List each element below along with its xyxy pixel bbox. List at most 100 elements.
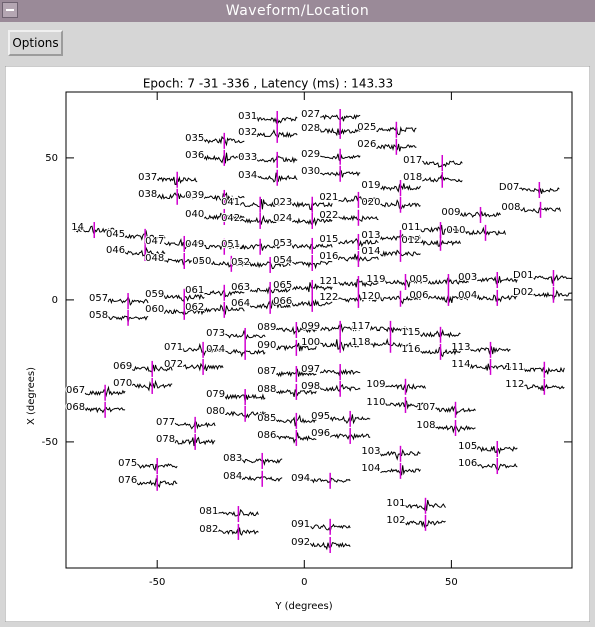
channel-label: 006 (409, 290, 428, 301)
channel-label: 060 (145, 304, 164, 315)
channel-label: 120 (361, 291, 380, 302)
channel-label: 101 (386, 498, 405, 509)
channel-label: 042 (221, 213, 240, 224)
channel-label: 108 (416, 420, 435, 431)
channel-label: 036 (185, 150, 204, 161)
channel-label: 107 (416, 402, 435, 413)
channel-label: 116 (401, 344, 420, 355)
x-tick-label: 0 (301, 577, 307, 588)
channel-label: 081 (199, 506, 218, 517)
channel-label: 119 (366, 274, 385, 285)
channel-label: 011 (401, 222, 420, 233)
channel-label: 076 (118, 475, 137, 486)
channel-label: 115 (401, 327, 420, 338)
channel-label: 041 (221, 197, 240, 208)
channel-label: D07 (499, 182, 519, 193)
channel-label: 090 (257, 340, 276, 351)
channel-label: 020 (361, 197, 380, 208)
channel-label: D02 (513, 287, 533, 298)
channel-label: 037 (138, 172, 157, 183)
channel-label: 031 (238, 111, 257, 122)
channel-label: 065 (273, 280, 292, 291)
x-tick-label: 50 (445, 577, 458, 588)
channel-label: 048 (145, 253, 164, 264)
channel-label: 057 (89, 293, 108, 304)
channel-label: 087 (257, 366, 276, 377)
channel-label: 102 (386, 515, 405, 526)
channel-label: 114 (451, 359, 470, 370)
channel-label: 083 (223, 453, 242, 464)
channel-label: 117 (351, 321, 370, 332)
channel-label: 077 (156, 417, 175, 428)
channel-label: 009 (441, 207, 460, 218)
channel-label: 017 (403, 155, 422, 166)
channel-label: 022 (319, 210, 338, 221)
channel-label: 088 (257, 384, 276, 395)
channel-label: 106 (458, 458, 477, 469)
channel-label: 040 (185, 209, 204, 220)
channel-label: 14 (71, 222, 84, 233)
channel-label: 012 (401, 235, 420, 246)
channel-label: 085 (257, 413, 276, 424)
channel-label: 014 (361, 246, 380, 257)
canvas-background (5, 66, 590, 622)
channel-label: 072 (164, 359, 183, 370)
channel-label: D01 (513, 270, 533, 281)
channel-label: 091 (291, 519, 310, 530)
channel-label: 004 (458, 290, 477, 301)
y-tick-label: 0 (52, 295, 58, 306)
window-menu-button[interactable] (2, 2, 18, 18)
channel-label: 099 (301, 321, 320, 332)
channel-label: 024 (273, 213, 292, 224)
channel-label: 070 (113, 378, 132, 389)
channel-label: 061 (185, 285, 204, 296)
channel-label: 098 (301, 381, 320, 392)
channel-label: 109 (366, 379, 385, 390)
channel-label: 068 (66, 402, 85, 413)
channel-label: 045 (106, 229, 125, 240)
channel-label: 118 (351, 337, 370, 348)
channel-label: 111 (505, 362, 524, 373)
channel-label: 059 (145, 289, 164, 300)
channel-label: 089 (257, 322, 276, 333)
channel-label: 112 (505, 379, 524, 390)
plot-frame (65, 91, 573, 569)
channel-label: 074 (206, 344, 225, 355)
channel-label: 016 (319, 251, 338, 262)
channel-label: 035 (185, 133, 204, 144)
channel-label: 003 (458, 272, 477, 283)
channel-label: 025 (357, 122, 376, 133)
channel-label: 069 (113, 361, 132, 372)
channel-label: 010 (446, 225, 465, 236)
channel-label: 018 (403, 172, 422, 183)
channel-label: 028 (301, 123, 320, 134)
y-tick-label: 50 (45, 153, 58, 164)
channel-label: 104 (361, 463, 380, 474)
chart-title: Epoch: 7 -31 -336 , Latency (ms) : 143.3… (143, 77, 393, 91)
channel-label: 033 (238, 152, 257, 163)
channel-label: 078 (156, 434, 175, 445)
channel-label: 021 (319, 192, 338, 203)
channel-label: 034 (238, 170, 257, 181)
channel-label: 096 (311, 428, 330, 439)
channel-label: 064 (231, 298, 250, 309)
x-axis-label: Y (degrees) (274, 601, 332, 612)
channel-label: 054 (273, 255, 292, 266)
channel-label: 095 (311, 411, 330, 422)
channel-label: 047 (145, 236, 164, 247)
channel-label: 015 (319, 234, 338, 245)
channel-label: 058 (89, 310, 108, 321)
channel-label: 038 (138, 189, 157, 200)
y-axis-label: X (degrees) (26, 367, 37, 425)
channel-label: 030 (301, 166, 320, 177)
channel-label: 039 (185, 190, 204, 201)
channel-label: 053 (273, 238, 292, 249)
channel-label: 051 (221, 239, 240, 250)
plot-canvas: Epoch: 7 -31 -336 , Latency (ms) : 143.3… (5, 66, 590, 622)
channel-label: 063 (231, 282, 250, 293)
window-title: Waveform/Location (0, 0, 595, 22)
channel-label: 029 (301, 149, 320, 160)
options-button[interactable]: Options (8, 30, 63, 56)
channel-label: 086 (257, 430, 276, 441)
